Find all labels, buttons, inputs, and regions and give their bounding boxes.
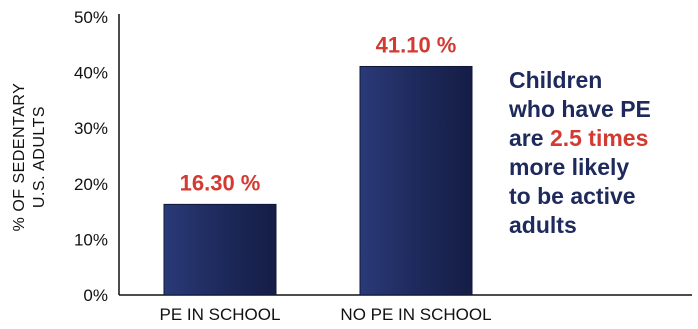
y-tick-label: 50% <box>74 8 108 27</box>
category-labels: PE IN SCHOOL NO PE IN SCHOOL <box>160 305 492 324</box>
y-axis-title: % OF SEDENTARY U.S. ADULTS <box>11 83 48 232</box>
annotation-line-3-pre: are <box>509 125 550 151</box>
annotation-line-6: adults <box>509 212 577 238</box>
category-label: NO PE IN SCHOOL <box>340 305 491 324</box>
bar-value-label: 16.30 % <box>180 170 261 195</box>
bar <box>359 65 473 296</box>
annotation-highlight: 2.5 times <box>549 125 649 151</box>
y-tick-label: 10% <box>74 230 108 249</box>
annotation-line-3: are 2.5 times <box>509 124 694 153</box>
annotation-line-2: who have PE <box>509 96 651 122</box>
data-labels: 16.30 % 41.10 % <box>180 32 457 195</box>
y-tick-label: 30% <box>74 119 108 138</box>
annotation-line-4: more likely <box>509 154 630 180</box>
y-tick-label: 40% <box>74 64 108 83</box>
y-axis-title-line-1: % OF SEDENTARY <box>11 83 28 232</box>
y-axis-title-line-2: U.S. ADULTS <box>31 106 48 208</box>
y-tick-labels: 0% 10% 20% 30% 40% 50% <box>74 8 108 305</box>
annotation-text: Children who have PE are 2.5 times more … <box>509 66 694 240</box>
annotation-line-5: to be active <box>509 183 636 209</box>
y-tick-label: 0% <box>83 286 108 305</box>
category-label: PE IN SCHOOL <box>160 305 281 324</box>
bars <box>163 65 473 296</box>
bar <box>163 203 277 296</box>
y-tick-label: 20% <box>74 175 108 194</box>
bar-value-label: 41.10 % <box>376 32 457 57</box>
annotation-line-1: Children <box>509 67 603 93</box>
